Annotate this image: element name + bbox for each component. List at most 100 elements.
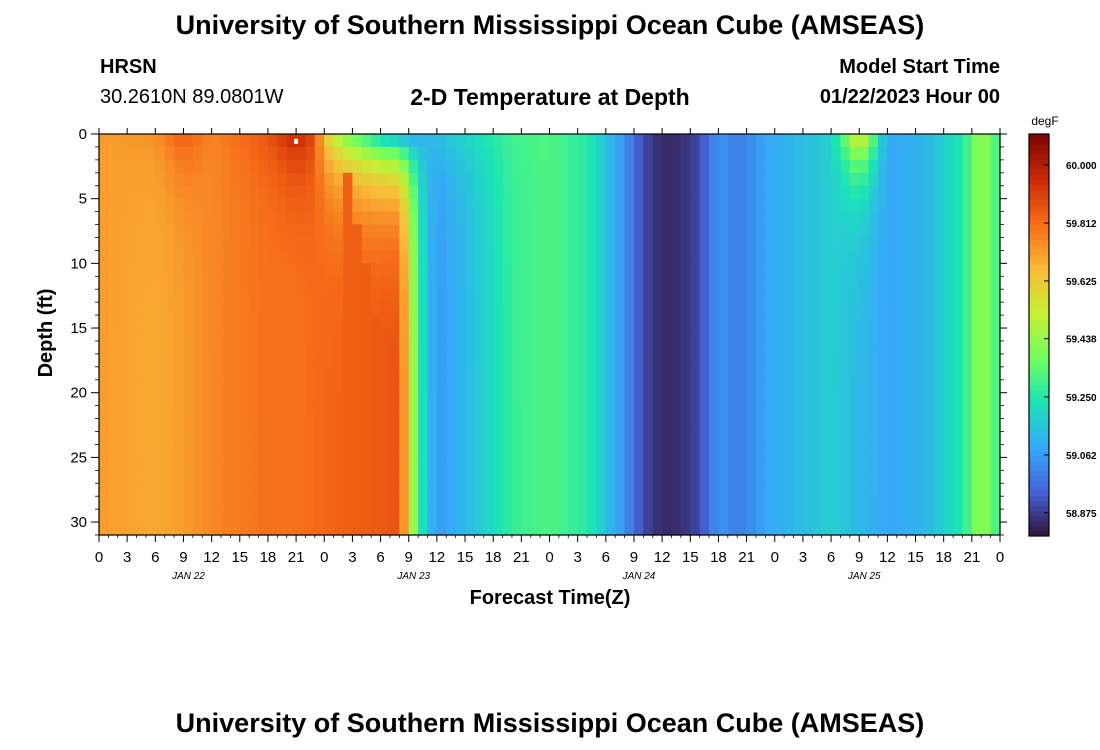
- heatmap-cell: [746, 250, 757, 264]
- heatmap-cell: [483, 328, 494, 342]
- heatmap-cell: [709, 224, 720, 239]
- heatmap-cell: [108, 146, 119, 161]
- heatmap-cell: [896, 496, 907, 510]
- heatmap-cell: [962, 211, 973, 226]
- heatmap-cell: [127, 366, 138, 381]
- heatmap-cell: [436, 431, 447, 446]
- heatmap-cell: [465, 289, 476, 303]
- heatmap-cell: [962, 289, 973, 303]
- heatmap-cell: [633, 340, 644, 355]
- heatmap-cell: [183, 185, 194, 200]
- heatmap-cell: [849, 224, 860, 239]
- heatmap-cell: [371, 328, 382, 342]
- heatmap-cell: [727, 289, 738, 303]
- heatmap-cell: [249, 418, 260, 433]
- heatmap-cell: [568, 237, 579, 252]
- heatmap-cell: [943, 470, 954, 484]
- heatmap-cell: [671, 315, 682, 329]
- heatmap-cell: [812, 211, 823, 226]
- heatmap-cell: [511, 146, 522, 161]
- heatmap-cell: [774, 185, 785, 200]
- heatmap-cell: [474, 146, 485, 161]
- heatmap-cell: [549, 340, 560, 355]
- heatmap-cell: [277, 405, 288, 420]
- heatmap-cell: [221, 353, 231, 368]
- heatmap-cell: [568, 185, 579, 200]
- heatmap-cell: [549, 211, 560, 226]
- colorbar-segment: [1029, 510, 1049, 517]
- heatmap-cell: [802, 405, 813, 420]
- heatmap-cell: [155, 276, 166, 290]
- heatmap-cell: [981, 198, 992, 213]
- heatmap-cell: [709, 315, 720, 329]
- heatmap-cell: [587, 211, 598, 226]
- heatmap-cell: [943, 237, 954, 252]
- heatmap-cell: [774, 431, 785, 446]
- colorbar-frame: [1028, 133, 1050, 537]
- heatmap-cell: [352, 198, 363, 213]
- heatmap-cell: [652, 159, 663, 174]
- heatmap-cell: [971, 353, 982, 368]
- heatmap-cell: [399, 211, 410, 226]
- heatmap-cell: [615, 198, 626, 213]
- heatmap-cell: [840, 263, 851, 277]
- heatmap-cell: [296, 276, 307, 290]
- heatmap-cell: [624, 340, 635, 355]
- heatmap-cell: [408, 211, 419, 226]
- heatmap-cell: [793, 483, 804, 497]
- heatmap-cell: [296, 224, 307, 239]
- heatmap-cell: [680, 211, 691, 226]
- heatmap-cell: [699, 315, 710, 329]
- heatmap-cell: [859, 237, 870, 252]
- heatmap-cell: [633, 431, 644, 446]
- heatmap-cell: [145, 185, 156, 200]
- heatmap-cell: [615, 315, 626, 329]
- heatmap-cell: [155, 496, 166, 510]
- heatmap-cell: [755, 315, 766, 329]
- heatmap-cell: [117, 315, 128, 329]
- heatmap-cell: [99, 146, 109, 161]
- heatmap-cell: [211, 509, 222, 523]
- heatmap-cell: [493, 431, 504, 446]
- heatmap-cell: [793, 470, 804, 484]
- heatmap-cell: [727, 159, 738, 174]
- colorbar-segment: [1029, 440, 1049, 447]
- heatmap-cell: [192, 211, 203, 226]
- colorbar-segment: [1029, 400, 1049, 406]
- heatmap-cell: [277, 134, 288, 148]
- heatmap-cell: [943, 392, 954, 407]
- heatmap-cell: [849, 276, 860, 290]
- heatmap-cell: [239, 392, 250, 407]
- colorbar-segment: [1029, 284, 1049, 291]
- heatmap-cell: [221, 509, 231, 523]
- heatmap-cell: [718, 276, 729, 290]
- heatmap-cell: [577, 211, 588, 226]
- heatmap-cell: [831, 172, 842, 187]
- heatmap-cell: [671, 276, 682, 290]
- heatmap-cell: [314, 250, 325, 264]
- heatmap-cell: [192, 496, 203, 510]
- heatmap-cell: [953, 392, 964, 407]
- heatmap-cell: [230, 263, 241, 277]
- heatmap-cell: [990, 392, 1001, 407]
- heatmap-cell: [812, 470, 823, 484]
- heatmap-cell: [380, 496, 391, 510]
- heatmap-cell: [774, 276, 785, 290]
- colorbar-segment: [1029, 179, 1049, 185]
- heatmap-cell: [258, 340, 269, 355]
- heatmap-cell: [521, 185, 532, 200]
- heatmap-cell: [755, 522, 766, 536]
- heatmap-cell: [446, 198, 457, 213]
- heatmap-cell: [877, 224, 888, 239]
- heatmap-cell: [671, 418, 682, 433]
- heatmap-cell: [915, 431, 926, 446]
- heatmap-cell: [727, 237, 738, 252]
- heatmap-cell: [896, 353, 907, 368]
- heatmap-cell: [380, 457, 391, 471]
- heatmap-cell: [371, 470, 382, 484]
- heatmap-cell: [221, 405, 231, 420]
- heatmap-cell: [831, 302, 842, 316]
- heatmap-cell: [267, 353, 278, 368]
- heatmap-cell: [408, 366, 419, 381]
- heatmap-cell: [924, 509, 935, 523]
